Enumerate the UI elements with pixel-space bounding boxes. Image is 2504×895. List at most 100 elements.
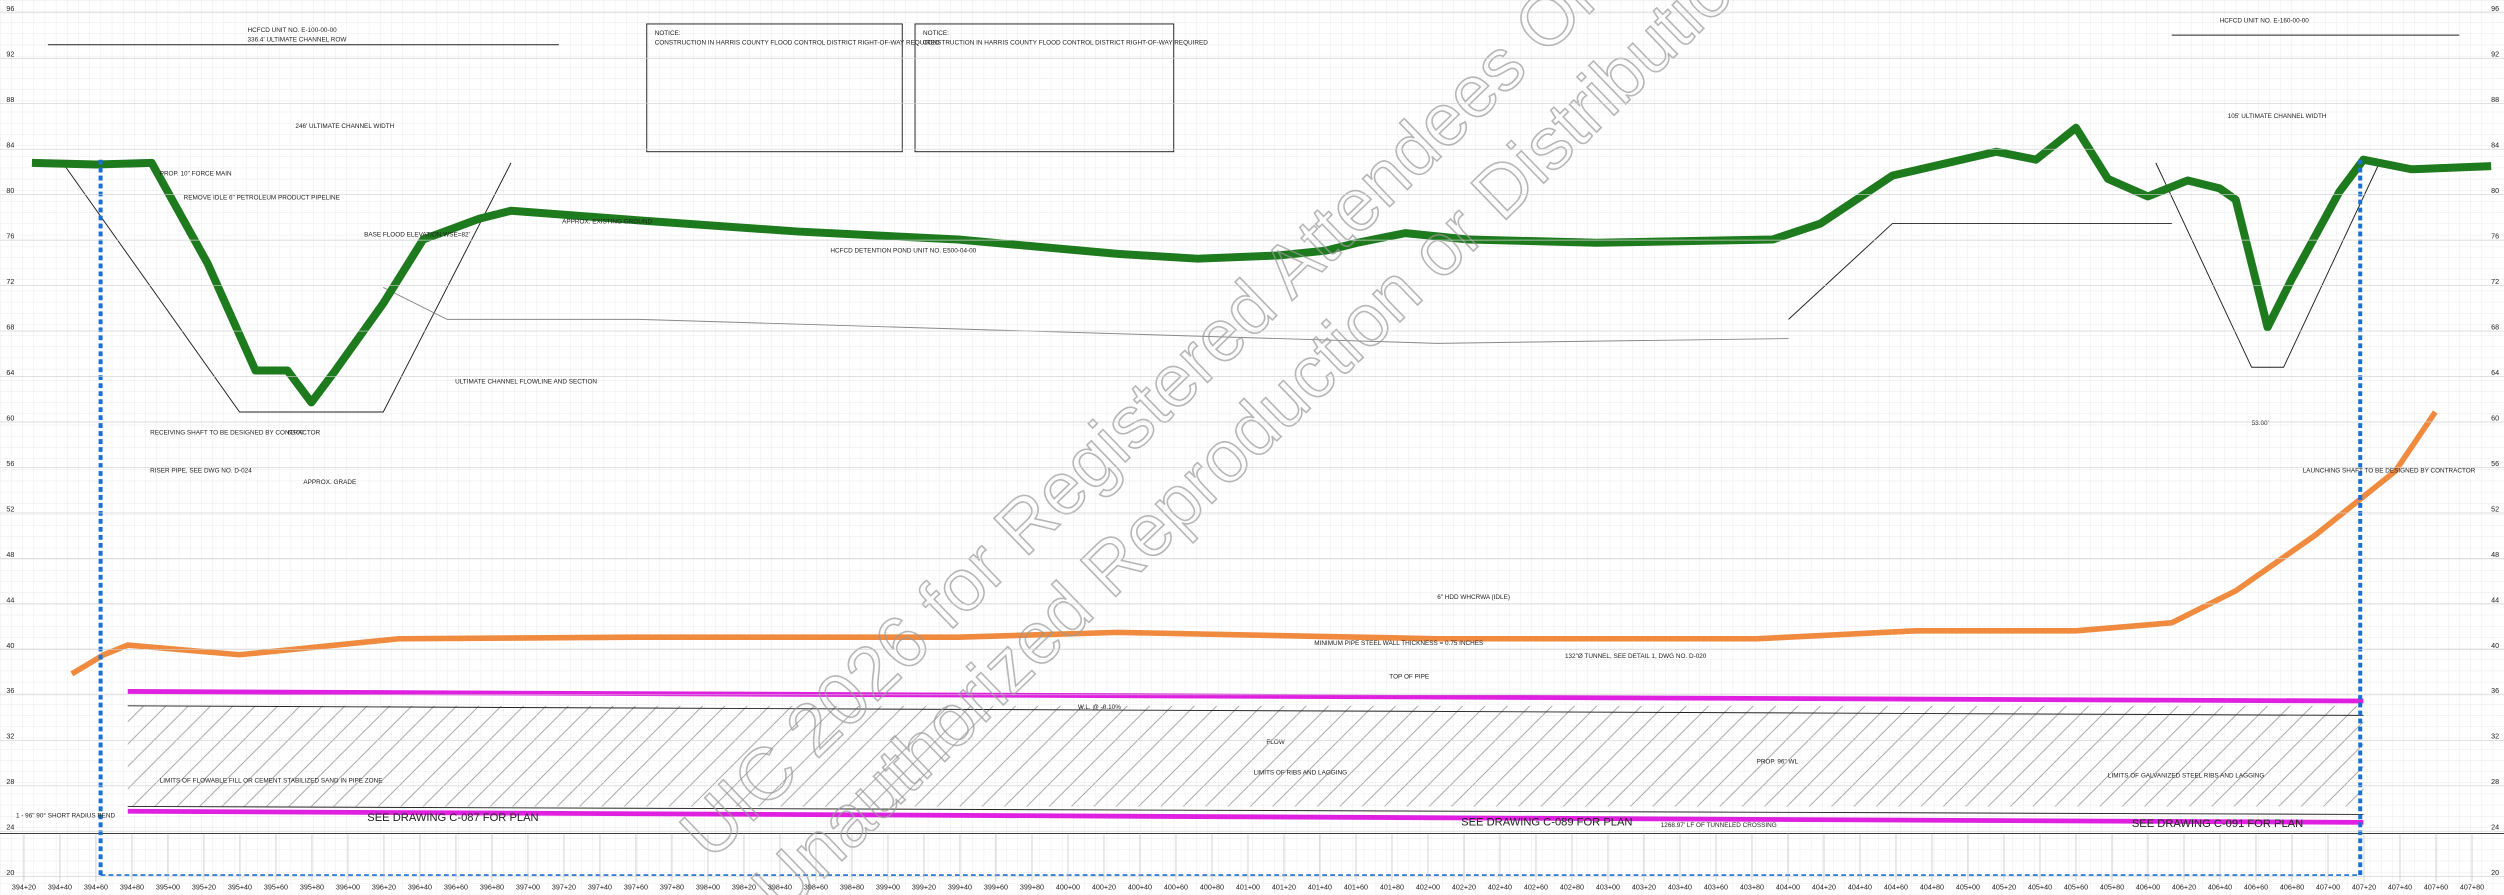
elevation-label: 68 [6,323,14,331]
elevation-label: 32 [2491,733,2499,741]
station-label: 403+60 [1704,883,1728,891]
label: 336.4' ULTIMATE CHANNEL ROW [248,37,347,44]
station-label: 395+60 [264,883,288,891]
label: 6" HDD WHCRWA (IDLE) [1437,594,1510,601]
elevation-label: 88 [2491,96,2499,104]
station-label: 401+20 [1272,883,1296,891]
elevation-label: 20 [6,869,14,877]
label: TOP OF PIPE [1389,674,1429,681]
station-label: 407+60 [2424,883,2448,891]
station-label: 404+80 [1920,883,1944,891]
elevation-label: 40 [6,642,14,650]
station-label: 394+20 [12,883,36,891]
station-label: 394+80 [120,883,144,891]
station-label: 397+60 [624,883,648,891]
station-label: 399+80 [1020,883,1044,891]
elevation-label: 48 [2491,551,2499,559]
elevation-label: 72 [2491,278,2499,286]
station-label: 396+60 [444,883,468,891]
station-label: 405+80 [2100,883,2124,891]
station-label: 404+40 [1848,883,1872,891]
station-label: 402+00 [1416,883,1440,891]
label: MINIMUM PIPE STEEL WALL THICKNESS = 0.75… [1314,640,1483,647]
station-label: 394+60 [84,883,108,891]
label: 1 - 96" 90° SHORT RADIUS BEND [16,812,116,820]
elevation-label: 52 [6,505,14,513]
station-label: 406+40 [2208,883,2232,891]
station-label: 404+00 [1776,883,1800,891]
elevation-label: 48 [6,551,14,559]
elevation-label: 36 [6,687,14,695]
station-label: 399+00 [876,883,900,891]
station-label: 400+80 [1200,883,1224,891]
elevation-label: 28 [6,778,14,786]
station-label: 398+40 [768,883,792,891]
station-label: 407+80 [2460,883,2484,891]
elevation-label: 96 [2491,5,2499,13]
station-label: 397+00 [516,883,540,891]
elevation-label: 60 [6,414,14,422]
elevation-label: 52 [2491,505,2499,513]
plan-ref: SEE DRAWING C-089 FOR PLAN [1461,817,1632,829]
elevation-label: 36 [2491,687,2499,695]
label: FLOW [1266,739,1284,746]
elevation-label: 84 [6,142,14,150]
elevation-label: 68 [2491,323,2499,331]
label: 132"Ø TUNNEL, SEE DETAIL 1, DWG NO. D-02… [1565,653,1707,660]
tunnel-top [127,689,2364,704]
station-label: 396+80 [480,883,504,891]
station-label: 400+20 [1092,883,1116,891]
elevation-label: 80 [6,187,14,195]
label: LIMITS OF FLOWABLE FILL OR CEMENT STABIL… [160,777,383,784]
station-label: 395+20 [192,883,216,891]
station-label: 406+80 [2280,883,2304,891]
station-label: 407+20 [2352,883,2376,891]
station-label: 401+60 [1344,883,1368,891]
label: HCFCD DETENTION POND UNIT NO. E500-04-00 [830,247,976,254]
label: 246' ULTIMATE CHANNEL WIDTH [295,123,394,130]
station-label: 401+00 [1236,883,1260,891]
label: 53.00' [2252,420,2269,427]
notice-text: CONSTRUCTION IN HARRIS COUNTY FLOOD CONT… [655,40,940,47]
elevation-label: 92 [2491,51,2499,59]
station-label: 400+40 [1128,883,1152,891]
elevation-label: 24 [2491,824,2499,832]
label: PROP. 96" WL [1757,758,1799,765]
station-label: 401+80 [1380,883,1404,891]
label: W.L. @ -0.10% [1078,704,1121,711]
station-label: 402+80 [1560,883,1584,891]
elevation-label: 60 [2491,414,2499,422]
label: LIMITS OF RIBS AND LAGGING [1254,769,1348,776]
station-label: 395+40 [228,883,252,891]
elevation-label: 20 [2491,869,2499,877]
station-label: 402+60 [1524,883,1548,891]
station-label: 405+60 [2064,883,2088,891]
station-label: 403+20 [1632,883,1656,891]
station-label: 397+20 [552,883,576,891]
label: LIMITS OF GALVANIZED STEEL RIBS AND LAGG… [2108,773,2264,780]
plan-ref: SEE DRAWING C-091 FOR PLAN [2132,818,2303,830]
station-label: 399+60 [984,883,1008,891]
station-label: 403+80 [1740,883,1764,891]
elevation-label: 76 [6,233,14,241]
elevation-label: 28 [2491,778,2499,786]
station-label: 394+40 [48,883,72,891]
elevation-label: 44 [6,596,14,604]
station-label: 397+80 [660,883,684,891]
existing-ground [31,123,2492,407]
station-label: 396+00 [336,883,360,891]
label: HCFCD UNIT NO. E-100-00-00 [248,27,338,34]
elevation-label: 84 [2491,142,2499,150]
label: HCFCD UNIT NO. E-160-00-00 [2220,17,2310,24]
label: LAUNCHING SHAFT TO BE DESIGNED BY CONTRA… [2303,468,2476,475]
elevation-label: 64 [2491,369,2499,377]
elevation-label: 64 [6,369,14,377]
label: 105' ULTIMATE CHANNEL WIDTH [2228,113,2327,120]
station-label: 406+60 [2244,883,2268,891]
station-label: 404+20 [1812,883,1836,891]
notice-title: NOTICE: [655,30,681,37]
station-label: 405+00 [1956,883,1980,891]
elevation-label: 96 [6,5,14,13]
